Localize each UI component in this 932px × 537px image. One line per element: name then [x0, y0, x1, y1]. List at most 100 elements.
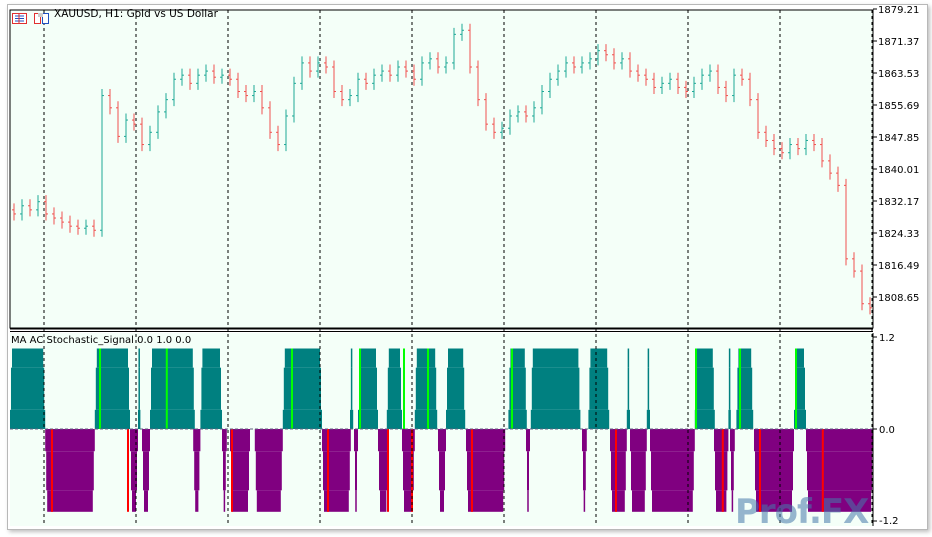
price-bar	[676, 72, 680, 94]
histogram-up-bar	[388, 348, 400, 368]
price-bar	[820, 138, 824, 168]
histogram-up-bar	[96, 348, 128, 368]
price-bar	[508, 109, 512, 135]
price-bar	[188, 68, 192, 90]
price-bar	[636, 64, 640, 82]
histogram-down-bar	[256, 490, 281, 512]
histogram-up-bar	[530, 409, 581, 429]
histogram-down-bar	[223, 451, 226, 491]
price-axis-label: 1847.85	[878, 133, 919, 144]
sell-signal-line	[327, 429, 329, 512]
histogram-down-bar	[730, 429, 735, 452]
histogram-up-bar	[532, 348, 579, 368]
histogram-down-bar	[47, 490, 93, 512]
histogram-up-bar	[448, 348, 464, 368]
price-bar	[660, 76, 664, 94]
price-bar	[860, 264, 864, 311]
histogram-up-bar	[387, 367, 401, 410]
price-bar	[572, 56, 576, 74]
histogram-up-bar	[350, 367, 353, 410]
price-bar	[764, 125, 768, 147]
price-bar	[172, 72, 176, 107]
histogram-up-bar	[350, 348, 353, 368]
histogram-down-bar	[142, 429, 150, 452]
price-bar	[828, 154, 832, 180]
price-bar	[116, 101, 120, 143]
buy-signal-line	[739, 348, 741, 429]
histogram-up-bar	[737, 367, 753, 410]
histogram-down-bar	[716, 490, 727, 512]
histogram-down-bar	[650, 429, 695, 452]
histogram-down-bar	[611, 451, 626, 491]
histogram-down-bar	[324, 490, 349, 512]
histogram-up-bar	[138, 367, 140, 410]
price-bar	[724, 80, 728, 103]
price-bar	[36, 195, 40, 217]
price-bar	[652, 72, 656, 94]
price-bar	[316, 56, 320, 78]
histogram-down-bar	[582, 429, 587, 452]
histogram-up-bar	[12, 348, 44, 368]
price-bar	[324, 56, 328, 74]
histogram-down-bar	[651, 451, 694, 491]
price-bar	[52, 207, 56, 225]
price-bar	[516, 105, 520, 123]
buy-signal-line	[403, 348, 405, 429]
histogram-down-bar	[755, 451, 793, 491]
price-bar	[740, 68, 744, 86]
histogram-up-bar	[95, 367, 129, 410]
price-bar	[604, 44, 608, 62]
chart-properties-icon[interactable]	[12, 9, 27, 24]
sell-signal-line	[615, 429, 617, 512]
price-bar	[228, 68, 232, 86]
histogram-down-bar	[806, 429, 874, 452]
sell-signal-line	[51, 429, 53, 512]
price-bar	[620, 52, 624, 70]
price-bar	[276, 125, 280, 152]
template-icon[interactable]	[34, 9, 49, 24]
price-bar	[548, 72, 552, 99]
price-bar	[588, 52, 592, 70]
histogram-up-bar	[588, 409, 610, 429]
histogram-up-bar	[386, 409, 402, 429]
histogram-up-bar	[416, 348, 436, 368]
histogram-down-bar	[440, 490, 444, 512]
histogram-down-bar	[223, 490, 226, 512]
buy-signal-line	[427, 348, 429, 429]
price-bar	[388, 64, 392, 82]
histogram-down-bar	[193, 429, 201, 452]
sell-signal-line	[721, 429, 724, 512]
price-bar	[300, 56, 304, 90]
histogram-up-bar	[626, 409, 630, 429]
chart-title: XAUUSD, H1: Gold vs US Dollar	[54, 8, 218, 20]
price-bar	[460, 23, 464, 41]
price-bar	[132, 113, 136, 131]
buy-signal-line	[695, 348, 697, 429]
price-bar	[692, 76, 696, 99]
price-bar	[804, 133, 808, 156]
histogram-down-bar	[254, 429, 283, 452]
histogram-down-bar	[194, 451, 200, 491]
price-bar	[268, 101, 272, 139]
price-bar	[540, 84, 544, 115]
histogram-down-bar	[232, 490, 248, 512]
buy-signal-line	[795, 348, 797, 429]
price-bar	[596, 44, 600, 66]
price-bar	[556, 64, 560, 86]
price-bar	[812, 133, 816, 152]
histogram-up-bar	[284, 348, 320, 368]
price-bar	[212, 64, 216, 84]
histogram-up-bar	[283, 367, 321, 410]
price-bar	[196, 68, 200, 90]
histogram-up-bar	[200, 409, 222, 429]
histogram-up-bar	[647, 348, 650, 368]
price-bar	[788, 138, 792, 160]
price-bar	[244, 84, 248, 103]
price-bar	[476, 60, 480, 107]
histogram-down-bar	[652, 490, 693, 512]
histogram-down-bar	[355, 451, 357, 491]
price-bar	[852, 252, 856, 278]
price-bar	[60, 211, 64, 229]
price-bar	[204, 64, 208, 82]
